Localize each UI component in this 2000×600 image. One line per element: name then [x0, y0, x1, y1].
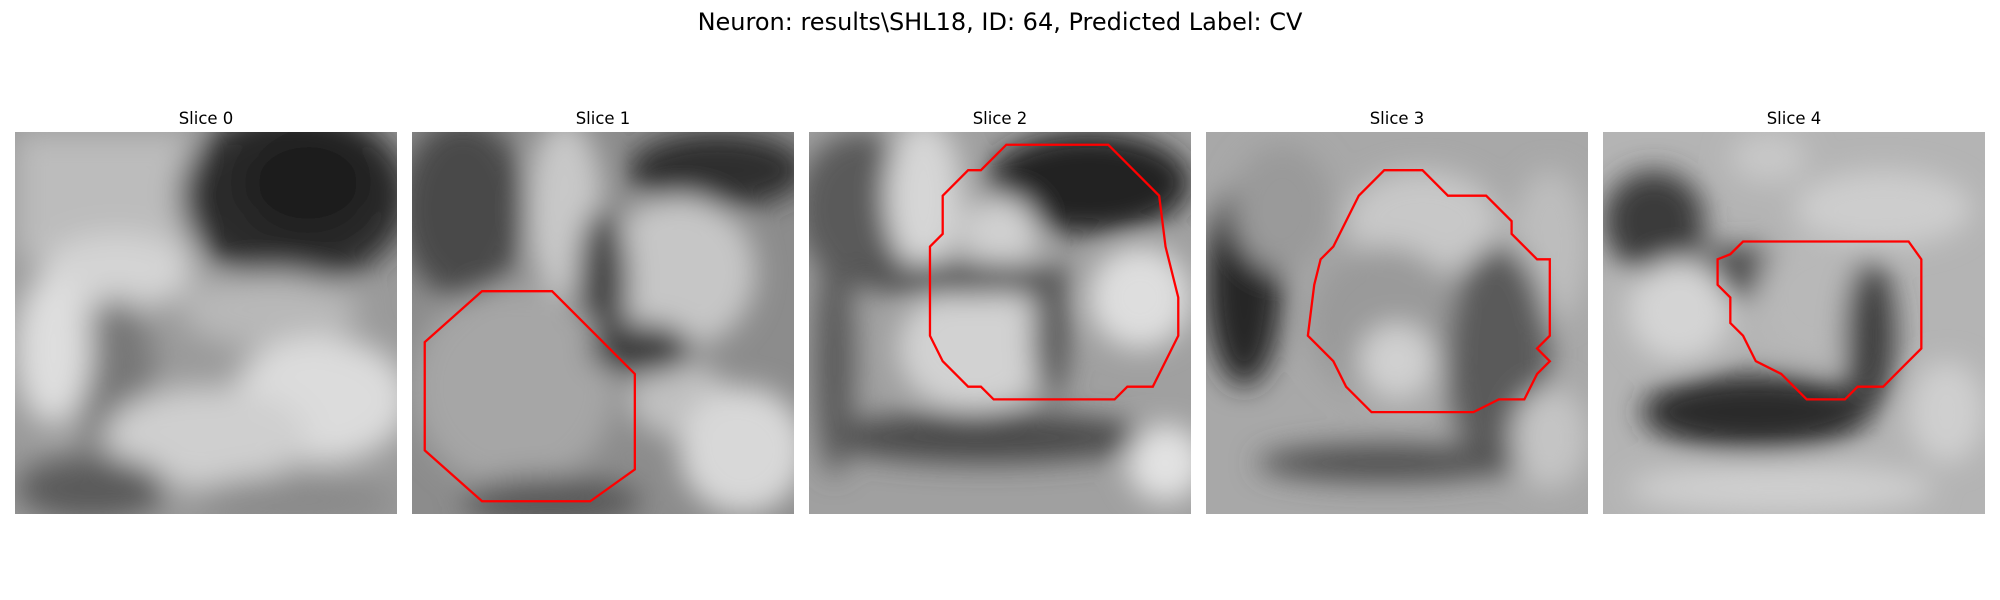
slice-panel-0: Slice 0: [15, 108, 397, 514]
figure-title: Neuron: results\SHL18, ID: 64, Predicted…: [697, 8, 1303, 36]
slice-panel-4: Slice 4: [1603, 108, 1985, 514]
slice-image-2: [809, 132, 1191, 514]
slice-image-4: [1603, 132, 1985, 514]
slice-title-2: Slice 2: [972, 109, 1028, 128]
slice-image-0: [15, 132, 397, 514]
slice-title-4: Slice 4: [1766, 109, 1822, 128]
slice-image-3: [1206, 132, 1588, 514]
slice-title-0: Slice 0: [178, 109, 234, 128]
slice-panel-3: Slice 3: [1206, 108, 1588, 514]
roi-outline-4: [1716, 240, 1923, 401]
slice-title-3: Slice 3: [1369, 109, 1425, 128]
roi-outline-1: [423, 290, 636, 503]
slice-title-1: Slice 1: [575, 109, 631, 128]
slice-panel-2: Slice 2: [809, 108, 1191, 514]
slice-image-1: [412, 132, 794, 514]
roi-outline-3: [1306, 169, 1552, 414]
roi-outline-2: [928, 143, 1180, 401]
slice-panel-1: Slice 1: [412, 108, 794, 514]
